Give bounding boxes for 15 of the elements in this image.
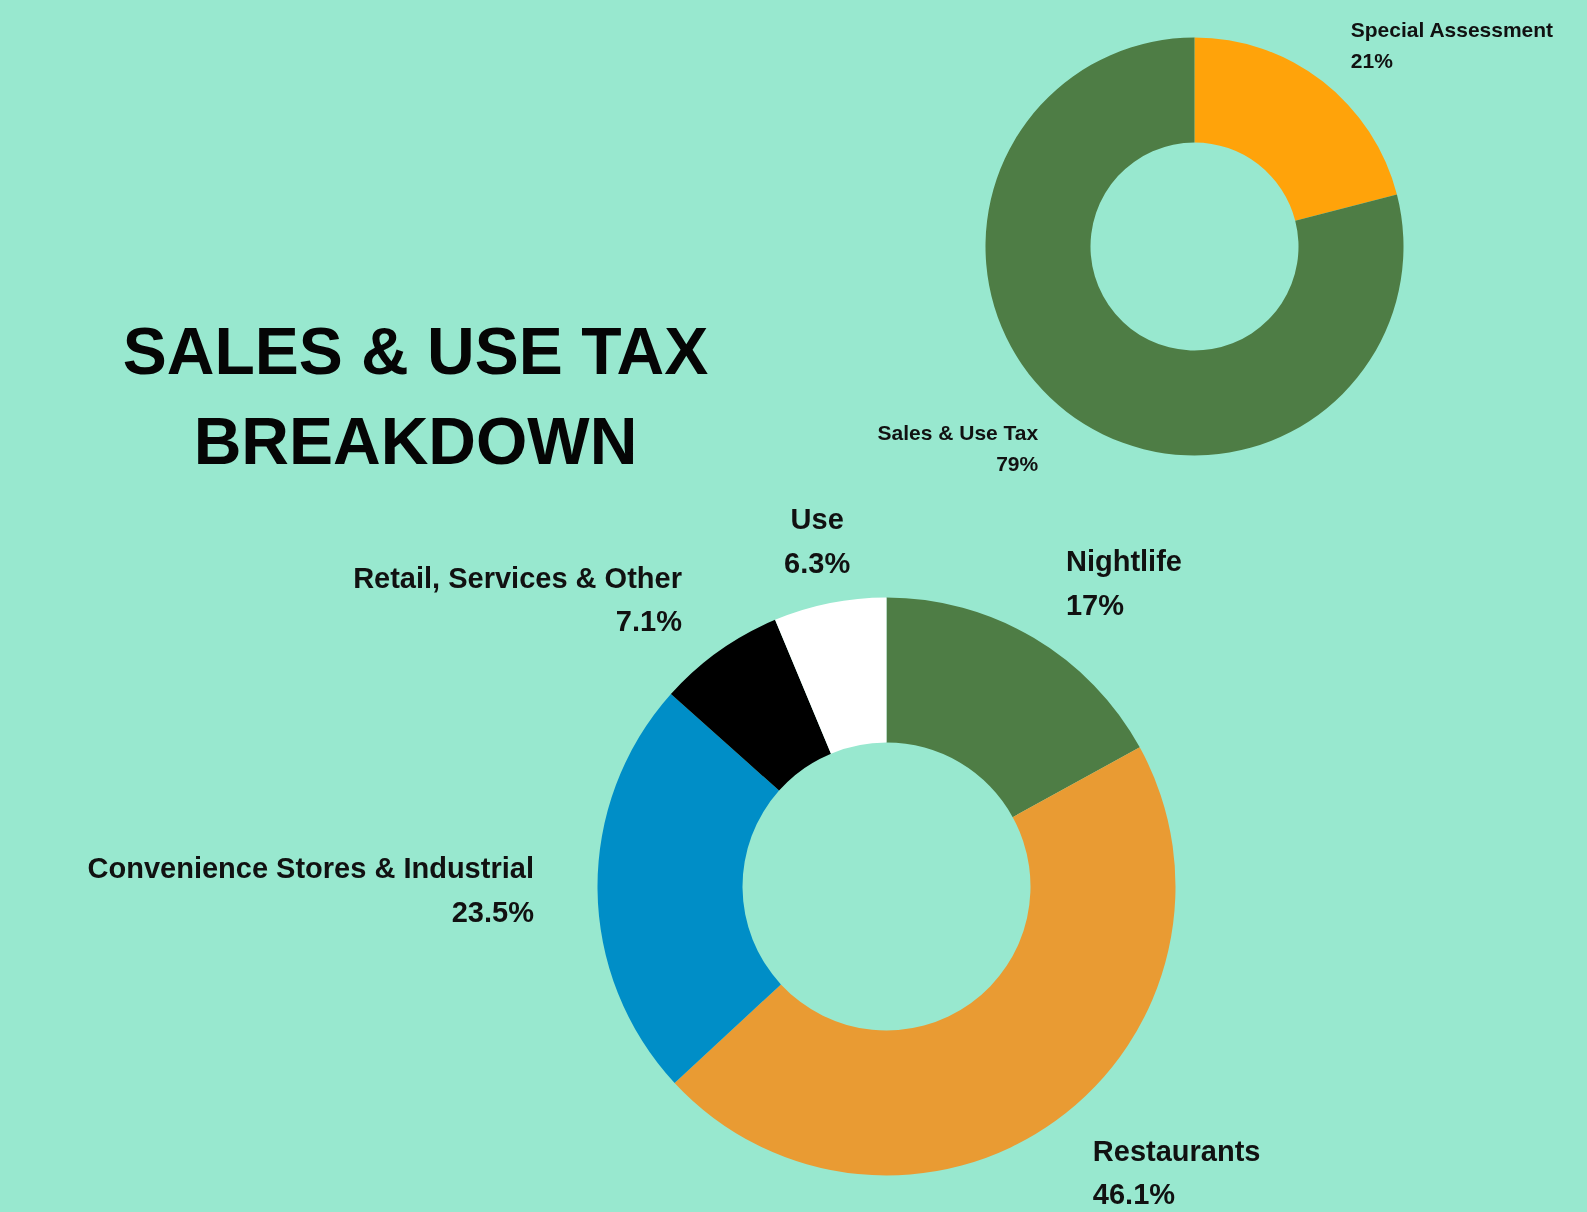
text: SALES & USE TAX BREAKDOWN [122, 313, 709, 478]
slice-label: Restaurants [1092, 1134, 1261, 1167]
data-label: 7.1% [615, 605, 683, 638]
slice-label: Special Assessment [1350, 17, 1554, 41]
slice-label: Convenience Stores & Industrial [87, 852, 534, 885]
data-label: 46.1% [1092, 1178, 1176, 1211]
data-label: 23.5% [451, 895, 535, 928]
slice-label: Sales & Use Tax [877, 420, 1039, 444]
slice-label: Retail, Services & Other [353, 561, 682, 594]
data-label: 21% [1350, 49, 1394, 73]
slice-label: Use [790, 503, 844, 536]
data-label: 6.3% [784, 546, 851, 579]
data-label: 17% [1065, 588, 1125, 621]
slice-label: Nightlife [1065, 545, 1182, 578]
data-label: 79% [996, 452, 1039, 476]
